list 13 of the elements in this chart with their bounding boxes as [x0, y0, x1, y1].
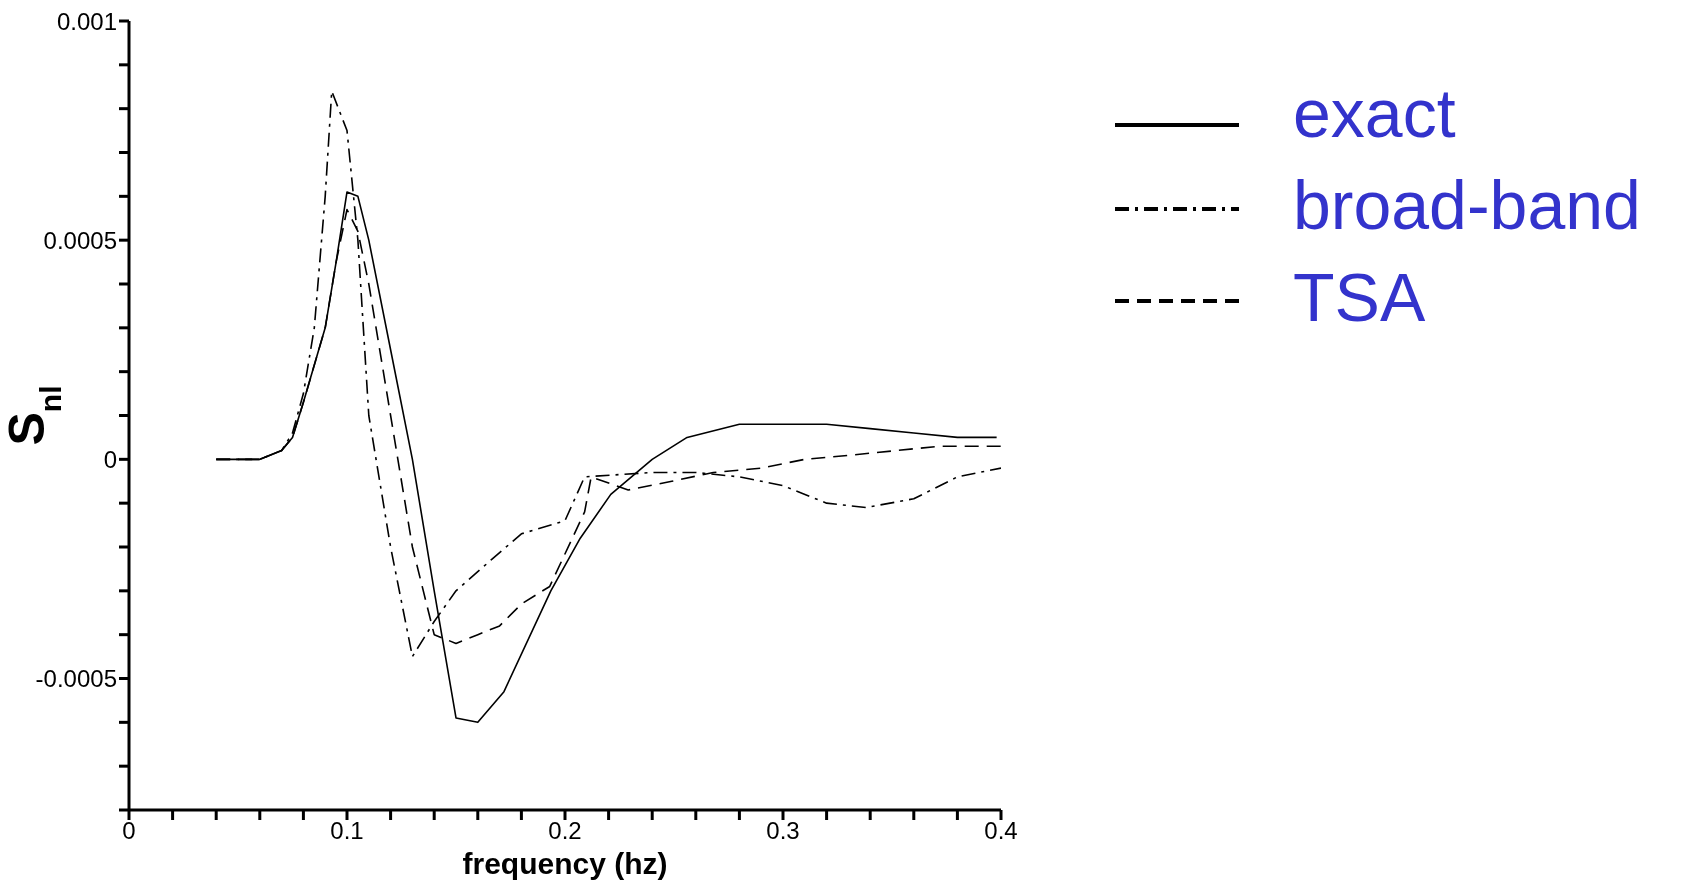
y-tick-label: -0.0005 — [35, 665, 117, 693]
x-tick-label: 0 — [122, 817, 136, 845]
x-tick-label: 0.4 — [984, 817, 1018, 845]
legend-label: broad-band — [1293, 166, 1641, 245]
x-tick-label: 0.1 — [330, 817, 364, 845]
x-tick-label: 0.2 — [548, 817, 582, 845]
y-tick-label: 0.0005 — [43, 226, 117, 254]
legend-label: exact — [1293, 74, 1456, 153]
legend-label: TSA — [1293, 258, 1426, 337]
y-tick-label: 0.001 — [56, 7, 117, 35]
y-tick-label: 0 — [103, 445, 117, 473]
x-tick-label: 0.3 — [766, 817, 800, 845]
x-axis-title: frequency (hz) — [462, 847, 668, 880]
